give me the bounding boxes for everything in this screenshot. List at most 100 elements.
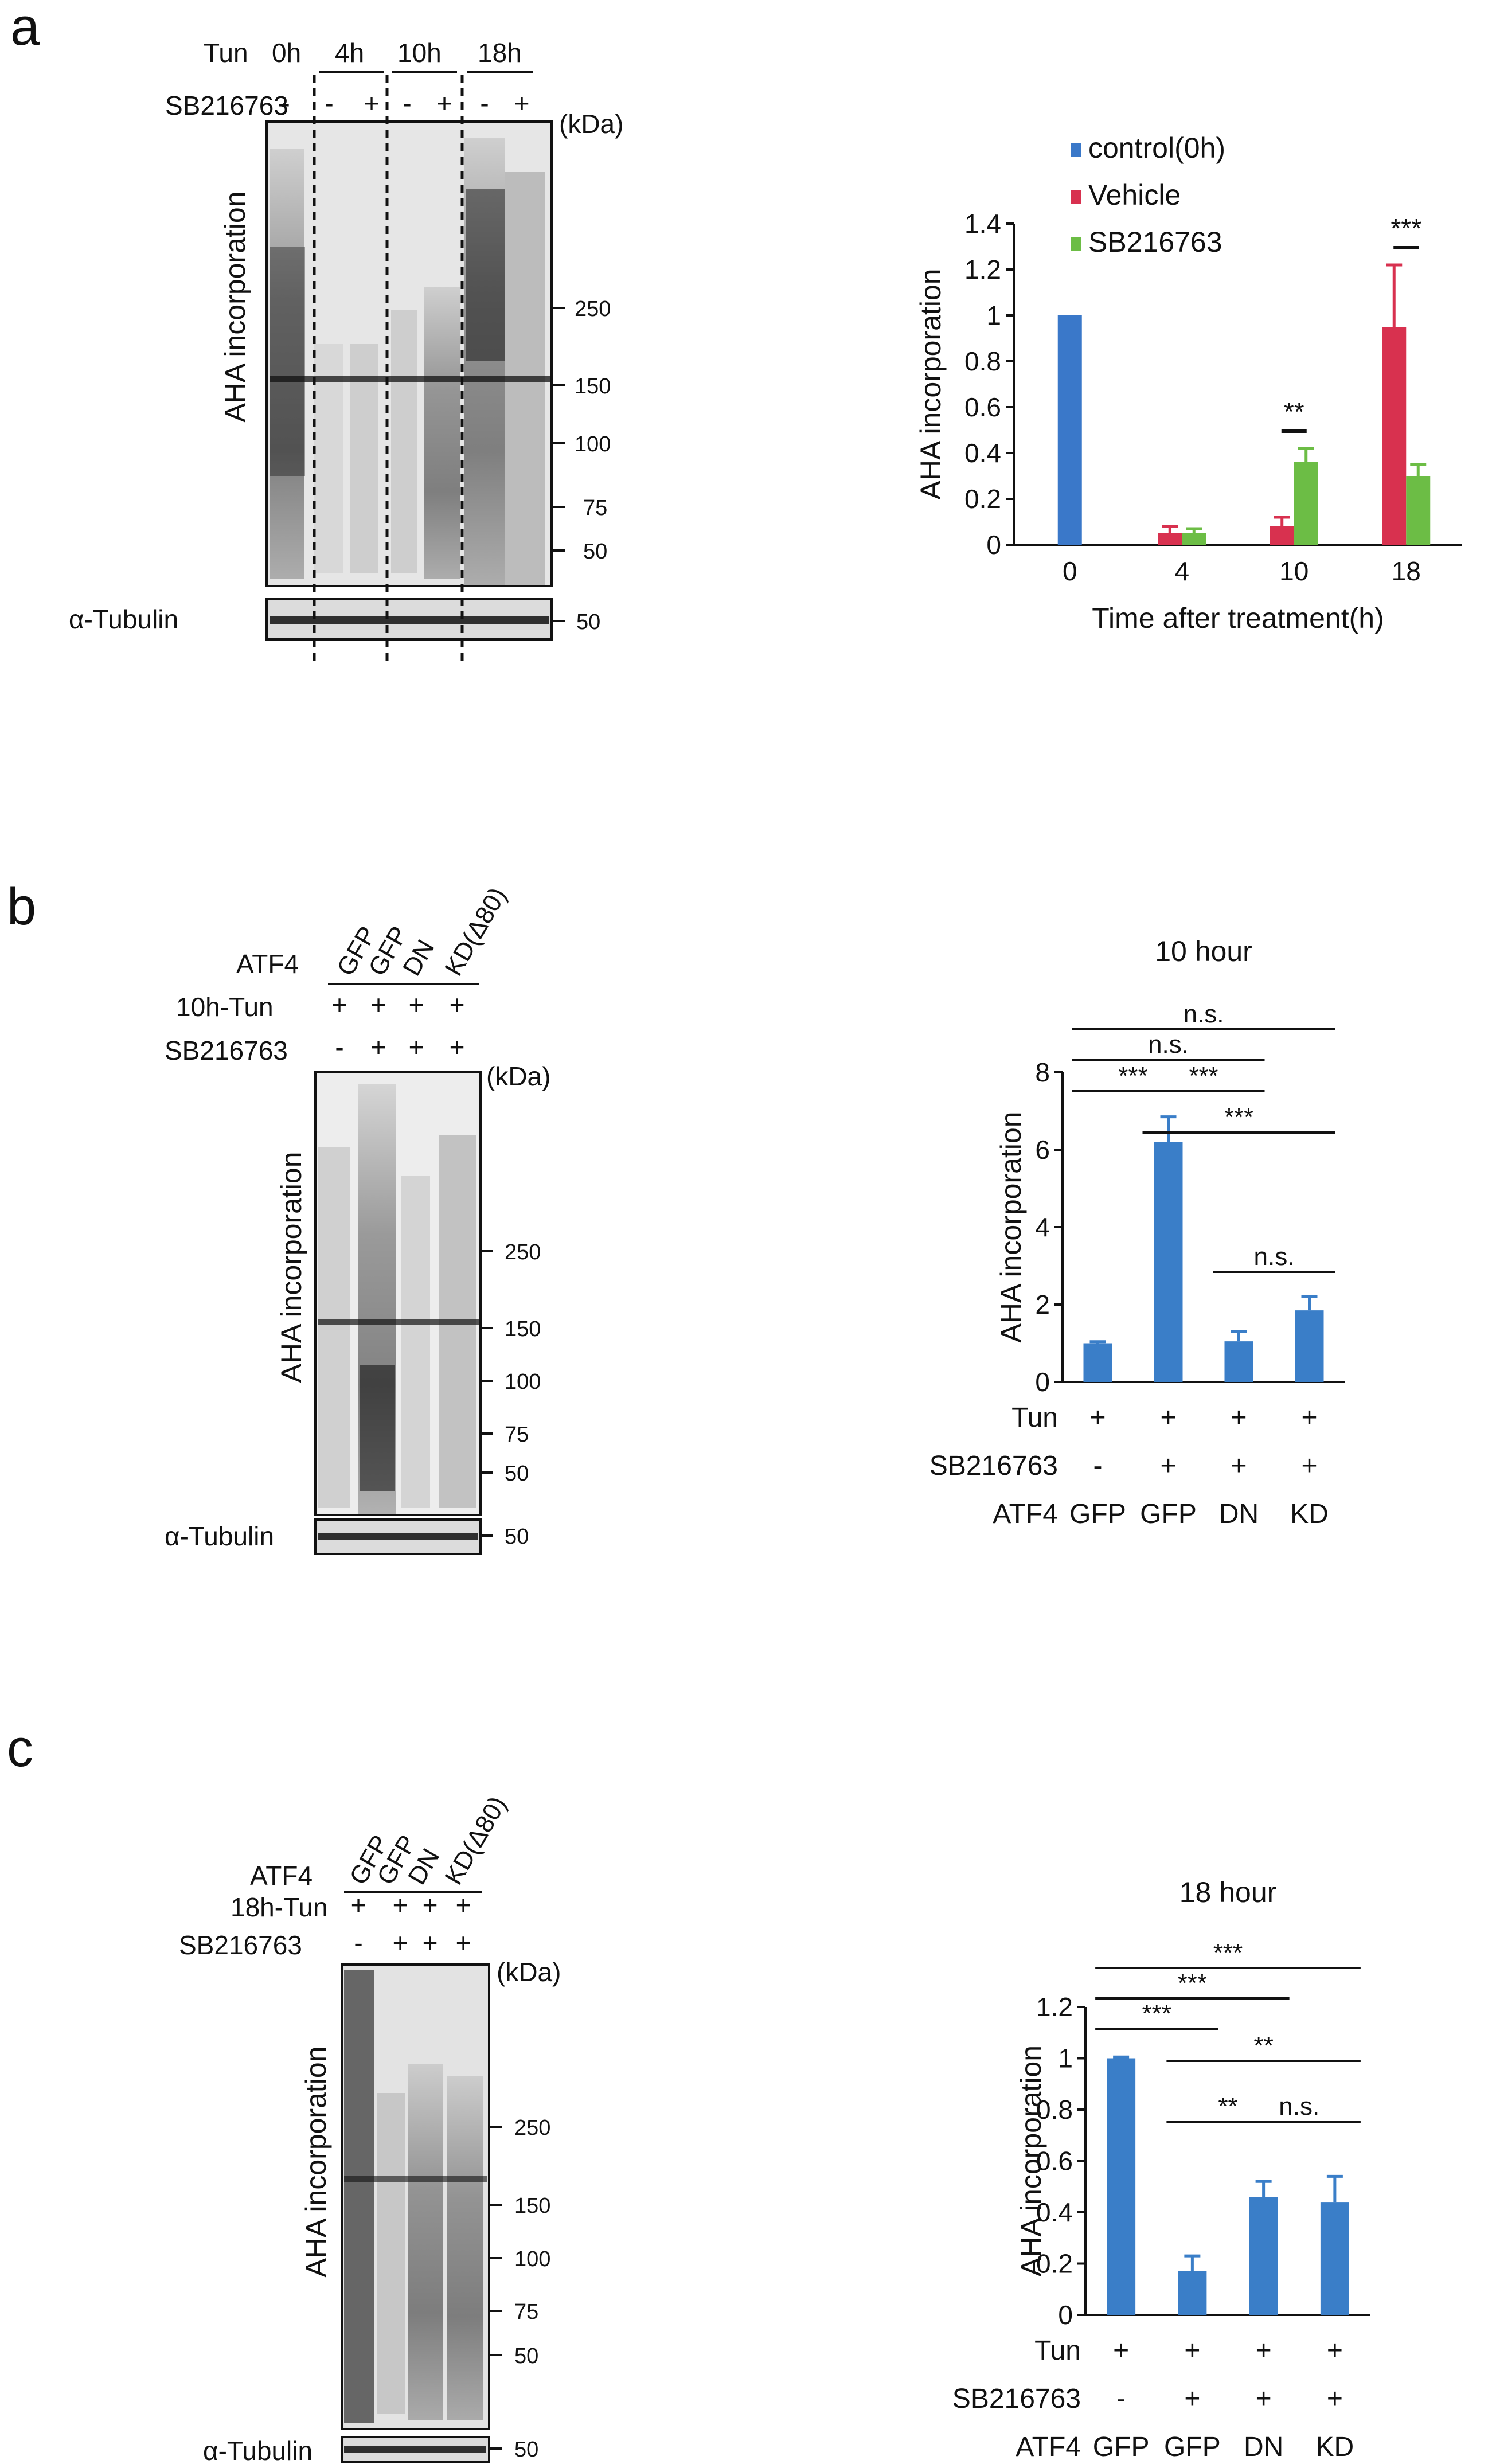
y-tick-label: 6 — [1035, 1135, 1050, 1165]
y-tick-label: 1.2 — [964, 255, 1001, 284]
bar — [1224, 1341, 1253, 1382]
blot-c: ATF4 GFP GFP DN KD(Δ80) 18h-Tun + + + + … — [179, 1791, 561, 2464]
marker-150: 150 — [514, 2194, 550, 2218]
significance-label: n.s. — [1184, 1000, 1224, 1028]
panel-a: a Tun 0h 4h 10h 18h SB216763 - - + - + -… — [10, 0, 1462, 665]
significance-label: *** — [1189, 1062, 1218, 1090]
sb-sign: - — [403, 88, 411, 118]
significance-label: *** — [1391, 213, 1421, 243]
time-4h-label: 4h — [335, 38, 364, 68]
bar — [1295, 1310, 1324, 1382]
marker-75: 75 — [583, 496, 607, 520]
panel-c: c ATF4 GFP GFP DN KD(Δ80) 18h-Tun + + + … — [7, 1719, 1370, 2464]
y-tick-label: 0.6 — [964, 392, 1001, 422]
legend-label: SB216763 — [1088, 226, 1222, 258]
panel-letter-b: b — [7, 877, 36, 936]
condition-cell: GFP — [1069, 1499, 1126, 1529]
blot-ylabel: AHA incorporation — [275, 1151, 307, 1383]
y-tick-label: 0.8 — [1036, 2095, 1073, 2125]
time-10h-label: 10h — [397, 38, 442, 68]
condition-row-label: Tun — [1011, 1403, 1058, 1433]
condition-cell: + — [1160, 1403, 1176, 1433]
x-tick-label: 10 — [1279, 556, 1309, 586]
x-tick-label: 4 — [1174, 556, 1189, 586]
blot-b: ATF4 GFP GFP DN KD(Δ80) 10h-Tun + + + + … — [165, 882, 550, 1555]
y-tick-label: 0 — [986, 530, 1001, 560]
blot-ylabel: AHA incorporation — [300, 2046, 332, 2277]
sb-sign: + — [409, 1032, 424, 1062]
condition-cell: + — [1231, 1403, 1247, 1433]
marker-50: 50 — [583, 540, 607, 564]
condition-cell: KD — [1316, 2432, 1354, 2462]
panel-letter-c: c — [7, 1719, 33, 1778]
bar — [1057, 315, 1082, 545]
sb-sign: + — [514, 88, 530, 118]
legend-swatch — [1071, 143, 1081, 157]
sb-row-label: SB216763 — [179, 1930, 302, 1960]
marker-250: 250 — [505, 1240, 541, 1264]
bar — [1154, 1142, 1183, 1382]
chart-title: 10 hour — [1155, 935, 1252, 967]
tun-row-label: 10h-Tun — [176, 992, 274, 1022]
tun-row-label: 18h-Tun — [231, 1892, 328, 1922]
kda-label: (kDa) — [559, 109, 623, 139]
significance-label: *** — [1118, 1062, 1147, 1090]
condition-cell: + — [1327, 2384, 1343, 2414]
atf4-col-label: KD(Δ80) — [439, 882, 512, 981]
blot-smears — [344, 1970, 487, 2423]
marker-250: 250 — [514, 2116, 550, 2140]
tun-sign: + — [450, 990, 465, 1020]
condition-cell: + — [1160, 1451, 1176, 1481]
marker-50: 50 — [505, 1462, 529, 1486]
tubulin-marker: 50 — [514, 2438, 538, 2462]
y-tick-label: 0.8 — [964, 346, 1001, 376]
bar — [1158, 533, 1182, 545]
y-tick-label: 1.2 — [1036, 1992, 1073, 2022]
significance-label: n.s. — [1279, 2092, 1319, 2121]
y-axis-label: AHA incorporation — [1015, 2045, 1047, 2276]
y-axis-label: AHA incorporation — [915, 268, 947, 499]
bar — [1178, 2271, 1207, 2315]
sb-sign: - — [354, 1928, 362, 1958]
sb-sign: - — [335, 1032, 343, 1062]
condition-cell: + — [1327, 2336, 1343, 2366]
condition-row-label: Tun — [1034, 2336, 1081, 2366]
condition-cell: GFP — [1140, 1499, 1197, 1529]
sb-sign: + — [393, 1928, 408, 1958]
bar — [1249, 2197, 1278, 2315]
condition-cell: + — [1184, 2336, 1200, 2366]
y-tick-label: 0.4 — [964, 438, 1001, 468]
y-tick-label: 2 — [1035, 1290, 1050, 1319]
condition-row-label: ATF4 — [993, 1499, 1058, 1529]
y-tick-label: 1 — [1058, 2044, 1073, 2073]
condition-cell: GFP — [1164, 2432, 1221, 2462]
condition-cell: + — [1256, 2384, 1272, 2414]
bar — [1294, 462, 1318, 545]
y-tick-label: 4 — [1035, 1212, 1050, 1242]
marker-75: 75 — [505, 1423, 529, 1447]
condition-cell: - — [1093, 1451, 1103, 1481]
condition-cell: + — [1256, 2336, 1272, 2366]
blot-image — [314, 1071, 482, 1516]
legend-label: control(0h) — [1088, 132, 1225, 164]
significance-label: ** — [1254, 2032, 1274, 2060]
sb-sign: + — [371, 1032, 386, 1062]
sb-sign: - — [281, 88, 290, 118]
bar — [1107, 2058, 1136, 2315]
tubulin-label: α-Tubulin — [165, 1521, 274, 1551]
significance-label: *** — [1142, 2000, 1171, 2028]
bar — [1320, 2202, 1349, 2315]
sb-sign: + — [423, 1928, 438, 1958]
legend-swatch — [1071, 237, 1081, 251]
chart-a: 0 0.2 0.4 0.6 0.8 1 1.2 1.4 AHA incorporation 0 4 1… — [915, 132, 1462, 634]
blot-markers: 250 150 100 75 50 — [481, 1240, 541, 1486]
marker-100: 100 — [505, 1370, 541, 1394]
bar — [1406, 476, 1431, 545]
tun-sign: + — [409, 990, 424, 1020]
bar — [1182, 533, 1206, 545]
bar — [1382, 327, 1407, 545]
panel-b: b ATF4 GFP GFP DN KD(Δ80) 10h-Tun + + + … — [7, 877, 1345, 1555]
time-18h-label: 18h — [478, 38, 522, 68]
chart-title: 18 hour — [1179, 1876, 1277, 1908]
